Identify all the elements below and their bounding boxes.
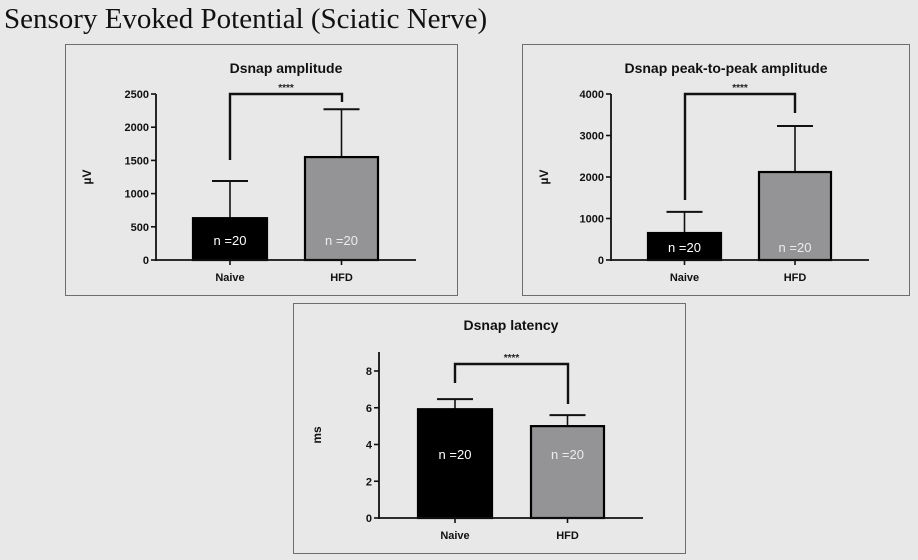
x-category-label: HFD: [330, 272, 353, 284]
y-tick-label: 500: [131, 222, 149, 234]
y-tick-label: 2000: [580, 172, 604, 184]
chart-title: Dsnap amplitude: [230, 60, 343, 76]
significance-bracket: [683, 92, 797, 200]
bar-n-label: n =20: [779, 240, 812, 255]
x-category-label: HFD: [784, 272, 807, 284]
page-title: Sensory Evoked Potential (Sciatic Nerve): [4, 3, 488, 35]
y-tick-label: 4000: [580, 89, 604, 101]
bar-n-label: n =20: [668, 240, 701, 255]
y-tick-label: 2500: [125, 89, 149, 101]
bar-hfd: [757, 170, 833, 262]
significance-stars: ****: [504, 353, 520, 364]
x-category-label: Naive: [670, 272, 699, 284]
chart-panel-amplitude: Dsnap amplitude µV n =20 Naive n =20 HFD 0 500 1…: [65, 44, 458, 296]
y-tick-label: 6: [366, 403, 372, 415]
chart-panel-latency: Dsnap latency ms n =20 Naive n =20 HFD 0 2 4 6 8 **…: [293, 303, 686, 554]
x-category-label: HFD: [556, 530, 579, 542]
y-tick-label: 1000: [125, 189, 149, 201]
bar-naive: [191, 217, 269, 262]
x-category-label: Naive: [215, 272, 244, 284]
chart-title: Dsnap latency: [464, 317, 559, 333]
y-tick-label: 1500: [125, 155, 149, 167]
chart-title: Dsnap peak-to-peak amplitude: [624, 60, 827, 76]
y-tick-label: 1000: [580, 214, 604, 226]
bar-chart: Dsnap latency ms n =20 Naive n =20 HFD 0 2 4 6 8 **…: [310, 317, 643, 542]
y-axis-label: ms: [310, 426, 324, 444]
significance-bracket: [453, 362, 570, 404]
x-category-label: Naive: [440, 530, 469, 542]
bar-chart: Dsnap amplitude µV n =20 Naive n =20 HFD 0 500 1…: [80, 60, 416, 284]
bar-naive: [416, 408, 494, 520]
significance-stars: ****: [732, 83, 748, 94]
bar-n-label: n =20: [551, 447, 584, 462]
bar-hfd: [529, 425, 606, 520]
bar-n-label: n =20: [325, 233, 358, 248]
significance-stars: ****: [278, 83, 294, 94]
y-axis-label: µV: [537, 170, 551, 185]
y-tick-label: 2000: [125, 122, 149, 134]
chart-panel-peak-to-peak: Dsnap peak-to-peak amplitude µV n =20 Naive…: [522, 44, 910, 296]
bar-chart: Dsnap peak-to-peak amplitude µV n =20 Naive…: [537, 60, 869, 284]
y-tick-label: 3000: [580, 131, 604, 143]
y-tick-label: 0: [598, 255, 604, 267]
y-tick-label: 0: [143, 255, 149, 267]
y-axis-label: µV: [80, 170, 94, 185]
significance-bracket: [228, 92, 344, 160]
bar-n-label: n =20: [439, 447, 472, 462]
bar-n-label: n =20: [214, 233, 247, 248]
y-tick-label: 2: [366, 476, 372, 488]
y-tick-label: 0: [366, 513, 372, 525]
y-tick-label: 4: [366, 440, 373, 452]
y-tick-label: 8: [366, 366, 372, 378]
